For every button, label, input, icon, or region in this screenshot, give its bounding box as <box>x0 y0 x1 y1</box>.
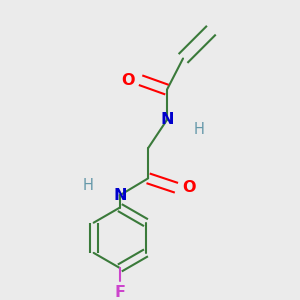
Text: N: N <box>160 112 174 127</box>
Text: N: N <box>113 188 127 203</box>
Text: H: H <box>194 122 204 137</box>
Text: O: O <box>182 180 196 195</box>
Text: O: O <box>122 73 135 88</box>
Text: F: F <box>114 285 125 300</box>
Text: H: H <box>82 178 93 194</box>
